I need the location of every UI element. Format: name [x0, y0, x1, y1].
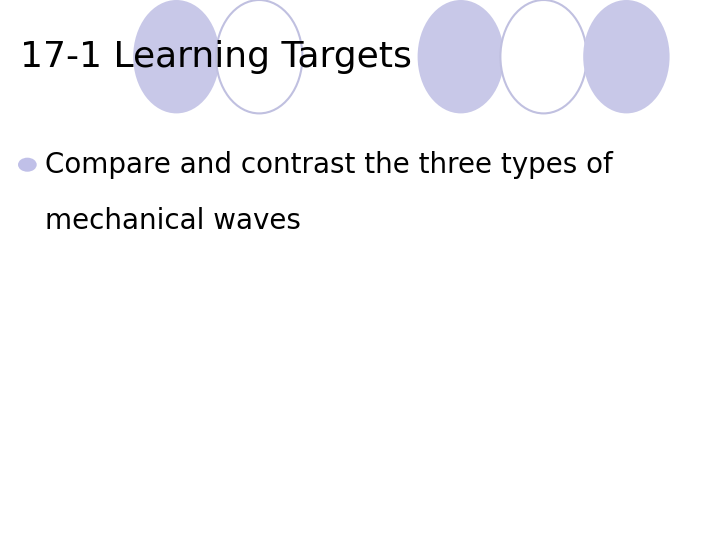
- Text: Compare and contrast the three types of: Compare and contrast the three types of: [45, 151, 613, 179]
- Ellipse shape: [583, 0, 670, 113]
- Ellipse shape: [418, 0, 504, 113]
- Ellipse shape: [133, 0, 220, 113]
- Text: 17-1 Learning Targets: 17-1 Learning Targets: [20, 40, 412, 73]
- Ellipse shape: [500, 0, 587, 113]
- Text: mechanical waves: mechanical waves: [45, 207, 300, 235]
- Circle shape: [18, 158, 37, 172]
- Ellipse shape: [216, 0, 302, 113]
